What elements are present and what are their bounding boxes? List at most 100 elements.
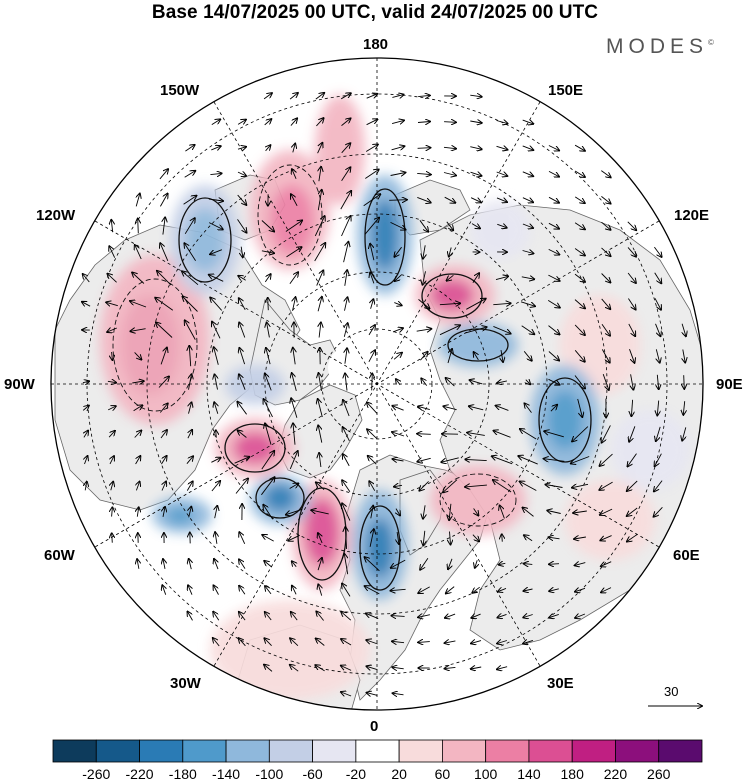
negative-anomaly (438, 323, 518, 367)
wind-vector (239, 612, 246, 621)
wind-vector (366, 94, 378, 99)
wind-vector (549, 614, 559, 617)
wind-vector (423, 505, 425, 518)
wind-vector (389, 200, 407, 201)
wind-vector (107, 274, 117, 283)
wind-vector (365, 145, 378, 152)
wind-vector (518, 456, 538, 465)
wind-vector (629, 426, 636, 441)
wind-vector (186, 481, 192, 491)
wind-vector (465, 327, 486, 334)
colorbar-swatch (52, 739, 97, 763)
wind-vector (319, 323, 321, 338)
wind-vector (110, 456, 114, 465)
wind-vector (522, 224, 533, 228)
wind-vector (264, 561, 273, 568)
wind-vector (134, 431, 142, 438)
wind-vector (213, 638, 220, 647)
wind-vector (265, 374, 272, 391)
wind-vector (366, 119, 378, 126)
wind-vector (239, 323, 246, 338)
wind-vector (316, 270, 324, 286)
wind-vector (340, 191, 351, 210)
wind-vector (264, 665, 273, 672)
wind-vector (107, 328, 117, 332)
wind-vector (571, 456, 590, 464)
wind-vector (289, 484, 299, 489)
wind-vector (84, 431, 88, 438)
wind-vector (520, 301, 535, 306)
wind-vector (343, 427, 350, 442)
wind-vector (446, 378, 455, 387)
wind-vector (237, 120, 246, 125)
wind-vector (521, 277, 534, 279)
wind-vector (657, 400, 658, 416)
wind-vector (368, 350, 375, 363)
wind-vector (544, 431, 564, 438)
lon-label-60w: 60W (44, 547, 75, 564)
wind-vector (498, 588, 507, 591)
colorbar-tick-label: 20 (391, 766, 407, 782)
wind-vector (684, 375, 685, 389)
wind-vector (160, 243, 169, 261)
wind-vector (138, 219, 139, 234)
wind-vector (341, 118, 351, 126)
wind-vector (214, 347, 219, 365)
wind-vector (500, 506, 505, 519)
wind-vector (130, 301, 147, 308)
wind-vector (261, 477, 274, 496)
wind-vector (391, 120, 404, 123)
wind-vector (341, 143, 351, 154)
wind-vector (601, 561, 612, 567)
wind-vector (163, 507, 165, 517)
wind-vector (494, 431, 511, 438)
wind-vector (159, 169, 168, 180)
wind-vector (471, 641, 482, 644)
wind-vector (496, 406, 509, 411)
wind-vector (548, 248, 560, 254)
wind-vector (574, 222, 585, 230)
wind-vector (161, 456, 166, 465)
wind-vector (575, 563, 586, 566)
wind-vector (447, 349, 452, 364)
wind-vector (266, 348, 271, 365)
wind-vector (420, 352, 427, 361)
wind-vector (444, 196, 456, 203)
wind-vector (290, 665, 299, 672)
wind-vector (341, 639, 352, 646)
wind-vector (211, 119, 220, 125)
wind-vector (112, 533, 113, 543)
wind-vector (238, 276, 246, 280)
wind-vector (654, 506, 663, 516)
wind-vector (423, 530, 425, 545)
wind-vector (345, 297, 348, 311)
wind-vector (341, 692, 352, 696)
wind-vector (340, 93, 351, 100)
wind-vector (544, 459, 565, 462)
wind-vector (293, 144, 295, 153)
wind-vector (314, 216, 324, 237)
wind-vector (112, 507, 113, 517)
colorbar-tick-label: -180 (168, 766, 197, 782)
wind-vector (235, 479, 248, 494)
wind-vector (265, 423, 272, 445)
wind-vector (264, 638, 272, 647)
wind-vector (135, 456, 141, 465)
wind-vector (682, 323, 686, 336)
map-disk (51, 58, 703, 710)
wind-vector (134, 352, 142, 359)
wind-vector (292, 586, 296, 595)
wind-vector (163, 559, 165, 569)
wind-vector (574, 248, 585, 256)
wind-vector (392, 667, 404, 669)
wind-vector (394, 485, 403, 486)
wind-vector (418, 299, 430, 308)
wind-vector (189, 374, 192, 390)
wind-vector (365, 557, 380, 572)
wind-vector (471, 667, 482, 669)
wind-vector (239, 559, 246, 569)
wind-vector (238, 431, 247, 438)
wind-vector (391, 616, 405, 617)
wind-vector (292, 169, 296, 179)
wind-vector (574, 350, 585, 361)
